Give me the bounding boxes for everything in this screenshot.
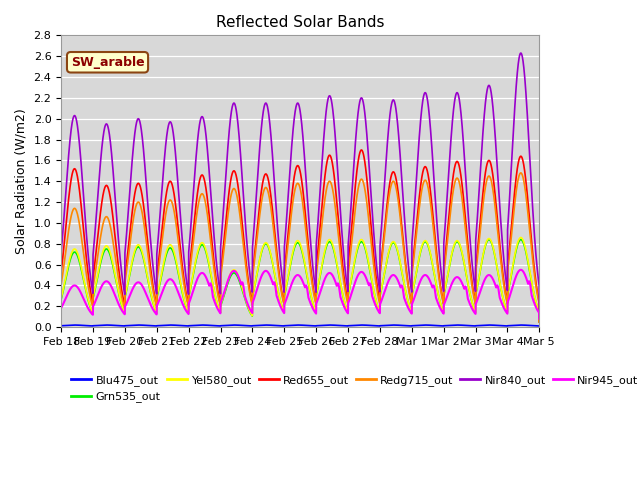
Y-axis label: Solar Radiation (W/m2): Solar Radiation (W/m2): [15, 108, 28, 254]
Title: Reflected Solar Bands: Reflected Solar Bands: [216, 15, 385, 30]
Text: SW_arable: SW_arable: [70, 56, 145, 69]
Legend: Blu475_out, Grn535_out, Yel580_out, Red655_out, Redg715_out, Nir840_out, Nir945_: Blu475_out, Grn535_out, Yel580_out, Red6…: [67, 371, 640, 407]
